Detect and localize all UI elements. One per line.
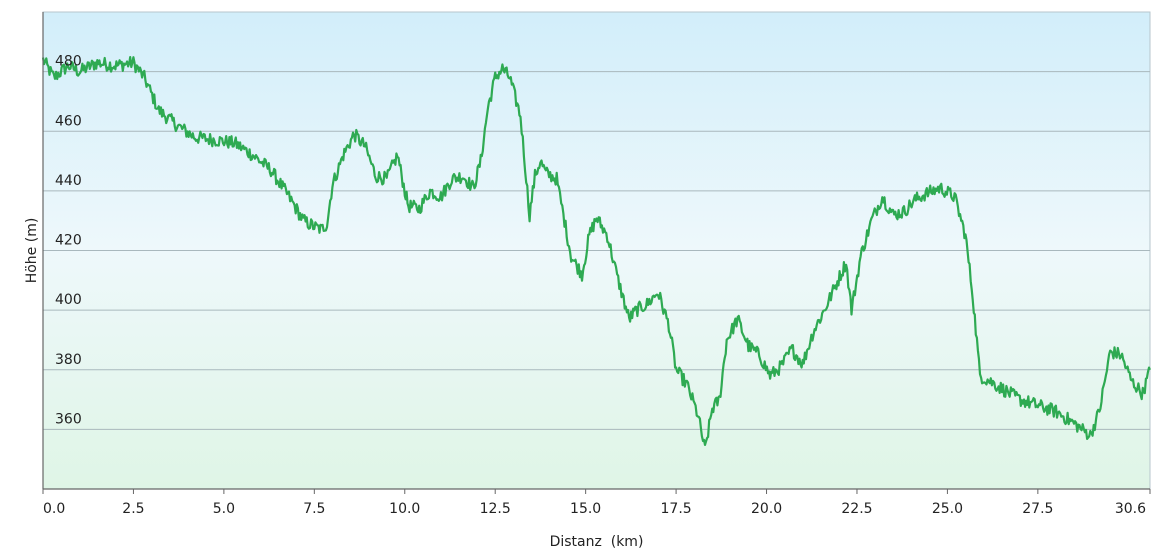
y-axis-title: Höhe (m) <box>24 218 40 284</box>
y-tick-label: 420 <box>55 233 82 249</box>
x-tick-label: 7.5 <box>303 501 325 517</box>
x-tick-label: 15.0 <box>570 501 601 517</box>
y-tick-label: 380 <box>55 352 82 368</box>
x-tick-label: 20.0 <box>751 501 782 517</box>
x-tick-label: 2.5 <box>122 501 144 517</box>
grid-lines <box>43 71 1150 430</box>
x-tick-label: 5.0 <box>213 501 235 517</box>
y-tick-label: 480 <box>55 54 82 70</box>
x-tick-label: 12.5 <box>480 501 511 517</box>
y-axis-ticks: 360 380 400 420 440 460 480 <box>55 54 82 428</box>
x-tick-label: 10.0 <box>389 501 420 517</box>
x-axis-title: Distanz (km) <box>550 534 644 550</box>
y-tick-label: 360 <box>55 411 82 427</box>
x-tick-label: 25.0 <box>932 501 963 517</box>
y-tick-label: 440 <box>55 173 82 189</box>
x-axis-ticks: 0.0 2.5 5.0 7.5 10.0 12.5 15.0 17.5 20.0 22.5 25.0… <box>42 489 1151 517</box>
x-tick-label: 22.5 <box>841 501 872 517</box>
x-tick-label: 0.0 <box>43 501 65 517</box>
x-tick-label: 27.5 <box>1022 501 1053 517</box>
elevation-series-line <box>41 56 1152 446</box>
y-tick-label: 400 <box>55 292 82 308</box>
x-tick-label: 17.5 <box>661 501 692 517</box>
y-tick-label: 460 <box>55 113 82 129</box>
x-tick-label: 30.6 <box>1115 501 1146 517</box>
